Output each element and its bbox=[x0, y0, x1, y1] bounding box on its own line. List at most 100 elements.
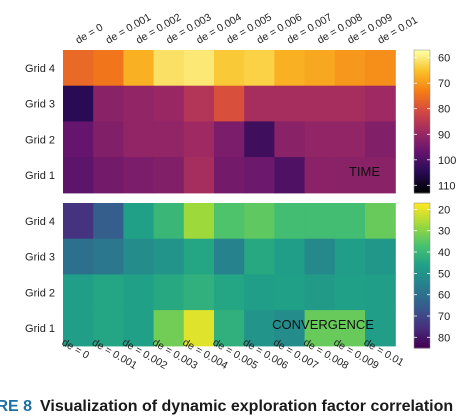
heatmap-cell bbox=[274, 121, 306, 158]
figure-caption: IRE 8 Visualization of dynamic exploratio… bbox=[0, 395, 474, 416]
colorbar-strip bbox=[414, 164, 430, 168]
colorbar-strip bbox=[414, 311, 430, 315]
heatmap-cell bbox=[153, 121, 185, 158]
colorbar-strip bbox=[414, 210, 430, 214]
colorbar-tick-label: 40 bbox=[438, 247, 450, 259]
colorbar-strip bbox=[414, 273, 430, 276]
heatmap-cell bbox=[214, 50, 245, 87]
row-label: Grid 2 bbox=[25, 134, 55, 146]
heatmap-cell bbox=[334, 157, 366, 194]
row-label: Grid 3 bbox=[25, 99, 55, 111]
colorbar-strip bbox=[414, 78, 430, 82]
heatmap-cell bbox=[63, 274, 94, 311]
heatmap-cell bbox=[244, 121, 275, 158]
colorbar-strip bbox=[414, 280, 430, 284]
colorbar-strip bbox=[414, 285, 430, 289]
heatmap-cell bbox=[274, 85, 306, 122]
colorbar-strip bbox=[414, 57, 430, 61]
heatmap-cell bbox=[123, 274, 155, 311]
colorbar-strip bbox=[414, 162, 430, 165]
colorbar-strip bbox=[414, 111, 430, 115]
colorbar-strip bbox=[414, 319, 430, 322]
heatmap-cell bbox=[365, 203, 396, 240]
colorbar-tick-label: 100 bbox=[438, 155, 456, 167]
colorbar-tick-label: 60 bbox=[438, 290, 450, 302]
heatmap-cell bbox=[93, 274, 124, 311]
colorbar-strip bbox=[414, 66, 430, 70]
heatmap-cell bbox=[153, 274, 185, 311]
colorbar-strip bbox=[414, 50, 430, 53]
colorbar-strip bbox=[414, 178, 430, 182]
heatmap-cell bbox=[304, 274, 336, 311]
heatmap-cell bbox=[183, 50, 215, 87]
heatmap-cell bbox=[304, 310, 336, 347]
heatmap-cell bbox=[183, 157, 215, 194]
colorbar-strip bbox=[414, 328, 430, 332]
colorbar-strip bbox=[414, 157, 430, 161]
colorbar-strip bbox=[414, 236, 430, 240]
colorbar-strip bbox=[414, 287, 430, 291]
row-label: Grid 1 bbox=[25, 170, 55, 182]
heatmap-cell bbox=[274, 50, 306, 87]
heatmap-cell bbox=[93, 50, 124, 87]
colorbar-strip bbox=[414, 207, 430, 211]
colorbar-strip bbox=[414, 227, 430, 231]
colorbar-strip bbox=[414, 340, 430, 344]
heatmap-cell bbox=[214, 274, 245, 311]
colorbar-strip bbox=[414, 140, 430, 144]
heatmap-cell bbox=[365, 274, 396, 311]
figure-caption-text: Visualization of dynamic exploration fac… bbox=[40, 398, 454, 415]
colorbar-tick-label: 50 bbox=[438, 268, 450, 280]
heatmap-cell bbox=[334, 85, 366, 122]
colorbar-strip bbox=[414, 253, 430, 257]
colorbar-strip bbox=[414, 229, 430, 233]
colorbar-strip bbox=[414, 331, 430, 334]
heatmap-cell bbox=[183, 121, 215, 158]
heatmap-cell bbox=[365, 121, 396, 158]
colorbar-strip bbox=[414, 185, 430, 189]
colorbar-strip bbox=[414, 282, 430, 286]
colorbar-strip bbox=[414, 64, 430, 68]
heatmap-cell bbox=[214, 121, 245, 158]
colorbar-strip bbox=[414, 159, 430, 163]
heatmap-cell bbox=[365, 157, 396, 194]
colorbar-strip bbox=[414, 69, 430, 72]
colorbar-strip bbox=[414, 100, 430, 103]
colorbar-strip bbox=[414, 268, 430, 272]
heatmap-cell bbox=[304, 238, 336, 275]
colorbar-strip bbox=[414, 256, 430, 260]
heatmap-cell bbox=[183, 203, 215, 240]
heatmap-cell bbox=[214, 85, 245, 122]
heatmap-cell bbox=[365, 85, 396, 122]
heatmap-cell bbox=[334, 310, 366, 347]
colorbar-strip bbox=[414, 205, 430, 209]
colorbar-strip bbox=[414, 52, 430, 56]
colorbar-strip bbox=[414, 263, 430, 267]
colorbar-strip bbox=[414, 316, 430, 320]
heatmap-cell bbox=[244, 157, 275, 194]
heatmap-cell bbox=[274, 157, 306, 194]
colorbar-strip bbox=[414, 222, 430, 226]
colorbar-strip bbox=[414, 131, 430, 134]
row-label: Grid 1 bbox=[25, 323, 55, 335]
colorbar-strip bbox=[414, 88, 430, 92]
colorbar-strip bbox=[414, 277, 430, 281]
colorbar-tick-label: 80 bbox=[438, 104, 450, 116]
colorbar-strip bbox=[414, 109, 430, 113]
heatmap-cell bbox=[153, 85, 185, 122]
heatmap-cell bbox=[304, 121, 336, 158]
colorbar-strip bbox=[414, 92, 430, 96]
heatmap-cell bbox=[274, 310, 306, 347]
colorbar-frame bbox=[413, 202, 431, 349]
colorbar-strip bbox=[414, 121, 430, 125]
colorbar-tick-label: 60 bbox=[438, 53, 450, 65]
colorbar-strip bbox=[414, 333, 430, 337]
heatmap-cell bbox=[304, 203, 336, 240]
colorbar-strip bbox=[414, 292, 430, 296]
colorbar-strip bbox=[414, 145, 430, 149]
heatmap-cell bbox=[123, 85, 155, 122]
heatmap-cell bbox=[365, 310, 396, 347]
heatmap-cell bbox=[304, 50, 336, 87]
heatmap-cell bbox=[214, 203, 245, 240]
heatmap-cell bbox=[93, 238, 124, 275]
